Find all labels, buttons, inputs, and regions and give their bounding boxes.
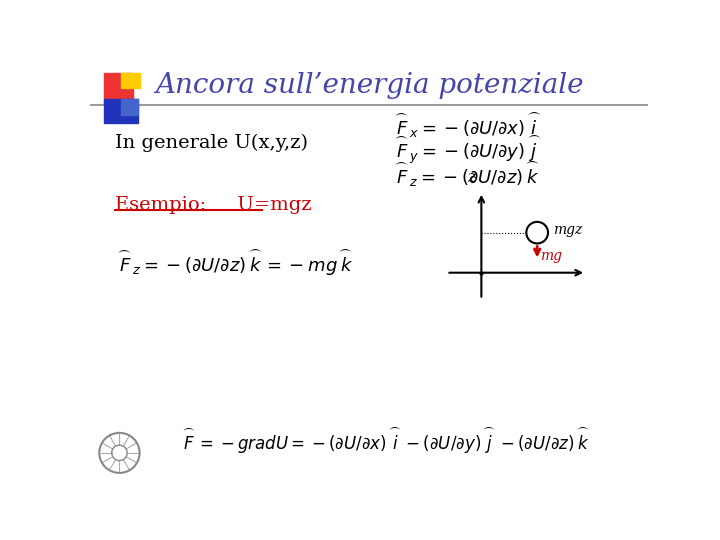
Bar	[104, 72, 133, 103]
Text: $\overset{\frown}{F}_z = -(\partial U / \partial z)\overset{\frown}{k} = -mg\ove: $\overset{\frown}{F}_z = -(\partial U / …	[114, 247, 354, 278]
Text: In generale U(x,y,z): In generale U(x,y,z)	[114, 134, 308, 152]
Text: Ancora sull’energia potenziale: Ancora sull’energia potenziale	[155, 72, 583, 99]
Text: $\overset{\frown}{F}_y = -(\partial U / \partial y)\overset{\frown}{j}$: $\overset{\frown}{F}_y = -(\partial U / …	[392, 133, 541, 166]
Text: $\overset{\frown}{F}_x = -(\partial U / \partial x)\overset{\frown}{i}$: $\overset{\frown}{F}_x = -(\partial U / …	[392, 110, 541, 140]
Text: Esempio:     U=mgz: Esempio: U=mgz	[114, 196, 312, 214]
Text: $\overset{\frown}{F}_z = -(\partial U / \partial z)\overset{\frown}{k}$: $\overset{\frown}{F}_z = -(\partial U / …	[392, 159, 540, 189]
Text: mg: mg	[540, 249, 562, 263]
Bar	[121, 72, 140, 88]
Text: z: z	[467, 170, 476, 186]
Text: mgz: mgz	[553, 222, 582, 237]
Text: $\overset{\frown}{F} = -gradU = -(\partial U / \partial x)\overset{\frown}{i} - : $\overset{\frown}{F} = -gradU = -(\parti…	[180, 426, 589, 456]
Bar	[104, 99, 138, 123]
Bar	[121, 99, 138, 115]
